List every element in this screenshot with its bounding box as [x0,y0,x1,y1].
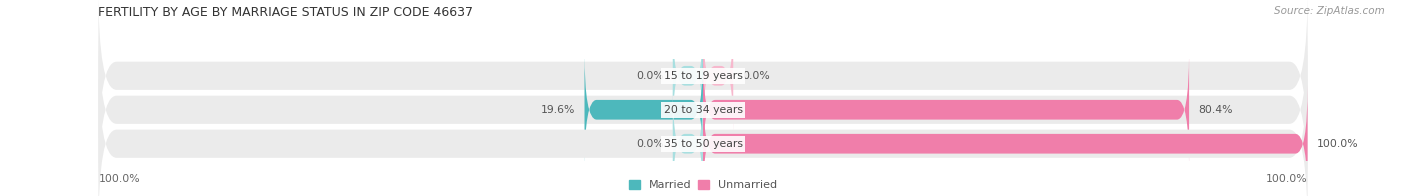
FancyBboxPatch shape [672,86,703,196]
Text: 80.4%: 80.4% [1198,105,1233,115]
Text: 35 to 50 years: 35 to 50 years [664,139,742,149]
Text: Source: ZipAtlas.com: Source: ZipAtlas.com [1274,6,1385,16]
FancyBboxPatch shape [703,52,1189,168]
Legend: Married, Unmarried: Married, Unmarried [628,180,778,191]
Text: 100.0%: 100.0% [1265,174,1308,184]
Text: 0.0%: 0.0% [742,71,770,81]
FancyBboxPatch shape [585,52,703,168]
Text: 0.0%: 0.0% [636,139,664,149]
Text: 0.0%: 0.0% [636,71,664,81]
FancyBboxPatch shape [98,22,1308,196]
FancyBboxPatch shape [672,18,703,134]
FancyBboxPatch shape [703,18,734,134]
Text: FERTILITY BY AGE BY MARRIAGE STATUS IN ZIP CODE 46637: FERTILITY BY AGE BY MARRIAGE STATUS IN Z… [98,6,474,19]
FancyBboxPatch shape [98,0,1308,164]
Text: 15 to 19 years: 15 to 19 years [664,71,742,81]
Text: 100.0%: 100.0% [1316,139,1358,149]
Text: 20 to 34 years: 20 to 34 years [664,105,742,115]
FancyBboxPatch shape [98,56,1308,196]
FancyBboxPatch shape [703,86,1308,196]
Text: 19.6%: 19.6% [541,105,575,115]
Text: 100.0%: 100.0% [98,174,141,184]
